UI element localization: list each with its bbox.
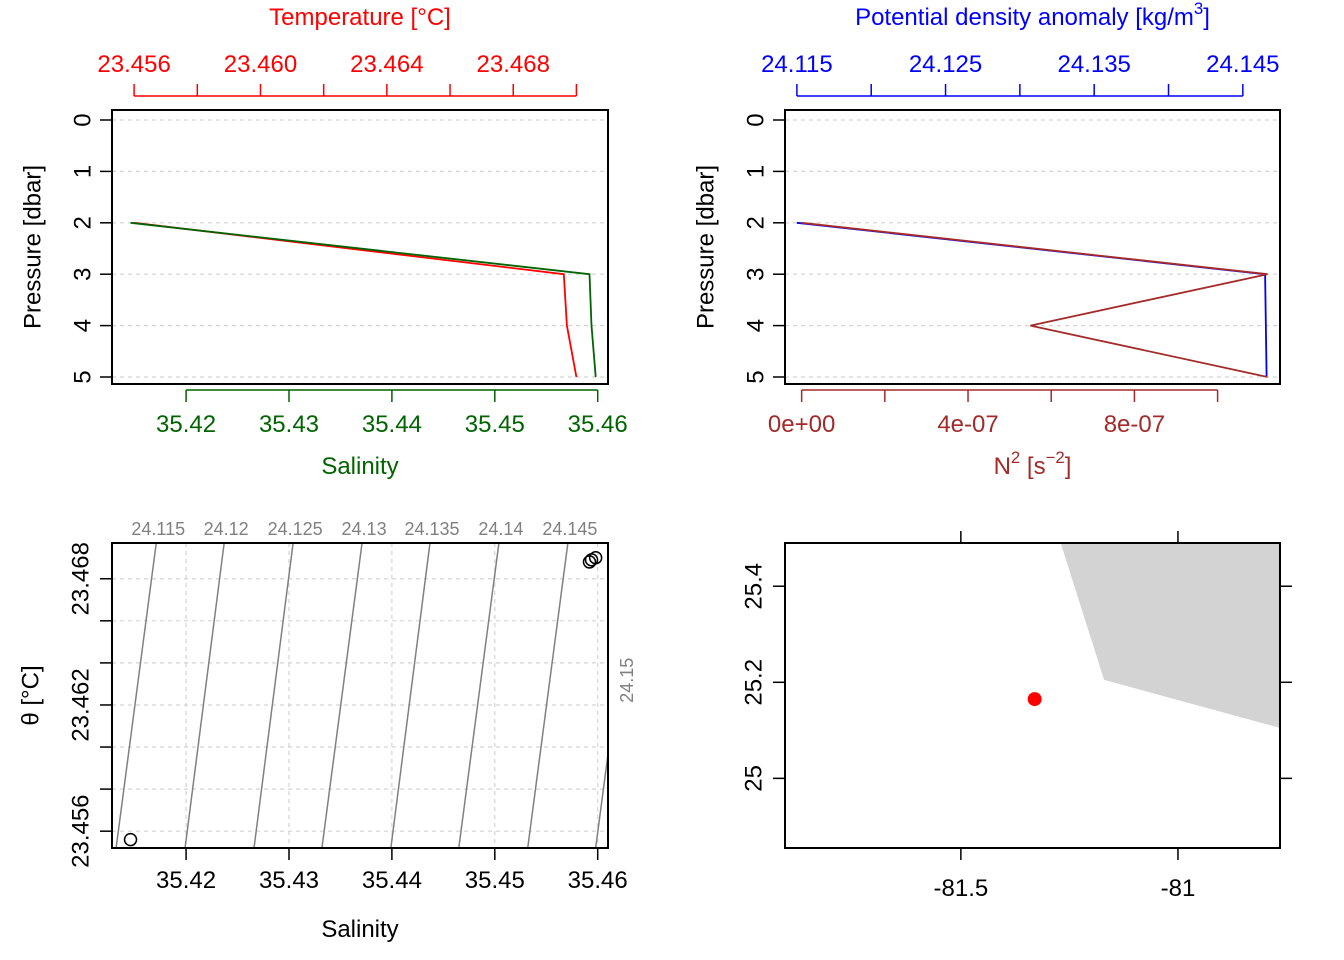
- isopycnal-label-24.13: 24.13: [342, 519, 387, 539]
- top-axis-tick-label: 23.468: [477, 51, 550, 78]
- isopycnal-line-24.135: [390, 543, 431, 848]
- ts-y-axis-label: θ [°C]: [17, 665, 44, 725]
- map-lat-tick-label: 25.4: [740, 563, 767, 610]
- ts-point: [123, 832, 138, 847]
- map-lon-tick-label: -81: [1161, 875, 1196, 902]
- bottom-axis-tick-label: 35.46: [568, 411, 628, 438]
- ts-y-tick-label: 23.456: [67, 794, 94, 867]
- pressure-tick-label-2: 2: [742, 216, 769, 229]
- coastline-land: [1060, 543, 1280, 728]
- pressure-tick-label-0: 0: [742, 113, 769, 126]
- pressure-tick-label-4: 4: [742, 319, 769, 332]
- n2-profile-line: [801, 221, 1268, 378]
- isopycnal-label-24.12: 24.12: [204, 519, 249, 539]
- plot-frame: [111, 109, 609, 385]
- top-axis-tick-label: 23.460: [224, 51, 297, 78]
- top-axis-tick-label: 24.125: [909, 51, 982, 78]
- isopycnal-line-24.13: [321, 543, 363, 848]
- bottom-axis-tick-label: 35.45: [465, 411, 525, 438]
- top-axis-tick-label: 24.135: [1057, 51, 1130, 78]
- ts-plot-frame: [111, 542, 609, 849]
- isopycnal-label-24.14: 24.14: [478, 519, 523, 539]
- ts-x-tick-label: 35.43: [259, 867, 319, 894]
- bottom-axis-tick-label: 35.43: [259, 411, 319, 438]
- ts-x-tick-label: 35.42: [156, 867, 216, 894]
- isopycnal-label-24.115: 24.115: [131, 519, 185, 539]
- pressure-tick-label-5: 5: [69, 370, 96, 383]
- ts-y-tick-label: 23.462: [67, 668, 94, 741]
- salinity-profile-line: [130, 221, 597, 378]
- ts-x-tick-label: 35.45: [465, 867, 525, 894]
- bottom-axis-tick-label: 0e+00: [768, 411, 835, 438]
- station-marker: [1027, 692, 1042, 707]
- ts-y-tick-label: 23.468: [67, 542, 94, 615]
- top-axis-tick-label: 23.464: [350, 51, 423, 78]
- map-lon-tick-label: -81.5: [934, 875, 989, 902]
- isopycnal-line-24.12: [184, 543, 225, 848]
- top-axis-tick-label: 24.115: [761, 51, 833, 78]
- pressure-tick-label-1: 1: [69, 165, 96, 178]
- bottom-axis-tick-label: 35.44: [362, 411, 422, 438]
- map-lat-tick-label: 25.2: [740, 659, 767, 706]
- isopycnal-label-24.145: 24.145: [542, 519, 597, 539]
- bottom-axis-tick-label: 4e-07: [937, 411, 998, 438]
- isopycnal-line-24.15: [594, 748, 608, 848]
- map-lat-tick-label: 25: [740, 765, 767, 792]
- ts-x-axis-label: Salinity: [321, 916, 398, 943]
- isopycnal-label-24.125: 24.125: [268, 519, 323, 539]
- pressure-tick-label-3: 3: [742, 268, 769, 281]
- ts-point: [588, 550, 603, 565]
- top-axis-title: Potential density anomaly [kg/m3]: [855, 0, 1210, 31]
- top-axis-title: Temperature [°C]: [269, 4, 451, 31]
- temperature-profile-line: [133, 221, 578, 378]
- ts-x-tick-label: 35.46: [568, 867, 628, 894]
- map-frame: [784, 542, 1281, 849]
- pressure-tick-label-4: 4: [69, 319, 96, 332]
- top-axis-tick-label: 24.145: [1206, 51, 1279, 78]
- isopycnal-label-24.15: 24.15: [617, 658, 637, 703]
- pressure-tick-label-5: 5: [742, 370, 769, 383]
- pressure-tick-label-0: 0: [69, 113, 96, 126]
- top-axis-tick-label: 23.456: [97, 51, 170, 78]
- bottom-axis-title: N2 [s−2]: [994, 448, 1072, 480]
- isopycnal-line-24.125: [253, 543, 294, 848]
- pressure-tick-label-2: 2: [69, 216, 96, 229]
- density-profile-line: [796, 221, 1268, 378]
- pressure-axis-label: Pressure [dbar]: [19, 165, 46, 329]
- bottom-axis-title: Salinity: [321, 453, 398, 480]
- pressure-tick-label-3: 3: [69, 268, 96, 281]
- isopycnal-label-24.135: 24.135: [404, 519, 459, 539]
- isopycnal-line-24.14: [458, 543, 500, 848]
- pressure-tick-label-1: 1: [742, 165, 769, 178]
- pressure-axis-label: Pressure [dbar]: [692, 165, 719, 329]
- ts-x-tick-label: 35.44: [362, 867, 422, 894]
- isopycnal-line-24.115: [115, 543, 157, 848]
- plot-frame: [784, 109, 1281, 385]
- bottom-axis-tick-label: 35.42: [156, 411, 216, 438]
- bottom-axis-tick-label: 8e-07: [1104, 411, 1165, 438]
- isopycnal-line-24.145: [526, 543, 569, 848]
